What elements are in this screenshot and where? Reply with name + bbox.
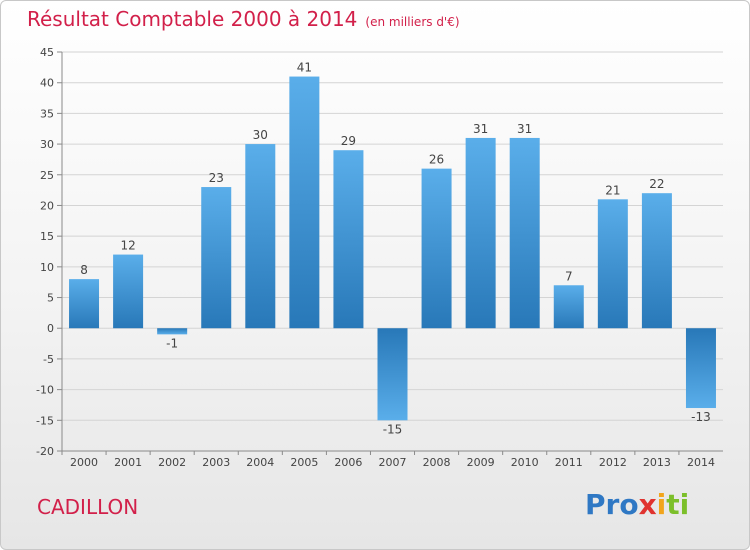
value-label: 26 [429,153,444,167]
value-label: 23 [209,171,224,185]
bar-2009 [465,137,496,329]
value-label: 31 [517,122,532,136]
bar-2002 [157,328,188,335]
x-tick-label: 2003 [202,456,230,469]
y-tick-label: -15 [36,414,54,427]
x-tick-label: 2012 [599,456,627,469]
y-tick-label: 30 [40,138,54,151]
bar-2008 [421,168,452,329]
value-label: -13 [691,410,711,424]
chart-title: Résultat Comptable 2000 à 2014 (en millie… [27,7,460,31]
bar-2013 [641,193,672,329]
x-tick-label: 2010 [511,456,539,469]
value-label: 22 [649,177,664,191]
y-tick-label: -10 [36,384,54,397]
logo-part-1: Pro [585,488,639,521]
logo-part-3: i [656,488,667,521]
x-tick-label: 2014 [687,456,715,469]
commune-name: CADILLON [37,495,139,519]
logo-part-4: ti [666,488,690,521]
bar-2001 [113,254,144,329]
value-label: 12 [120,239,135,253]
bar-2010 [509,137,540,329]
y-tick-label: 0 [47,322,54,335]
value-label: 29 [341,134,356,148]
y-tick-label: 10 [40,261,54,274]
x-tick-label: 2013 [643,456,671,469]
bar-2007 [377,328,408,421]
y-tick-label: 25 [40,169,54,182]
x-axis-ticks: 2000 2001 2002 2003 2004 2005 2006 2007 2008 2009… [61,451,715,469]
value-label: 21 [605,183,620,197]
y-tick-label: 15 [40,230,54,243]
bar-2006 [333,150,364,329]
bar-2000 [69,279,100,329]
y-axis-ticks: 45 40 35 30 25 20 15 10 5 0 -5 -10 -15 -20 [36,46,62,458]
x-tick-label: 2005 [290,456,318,469]
value-label: -1 [166,336,178,350]
x-tick-label: 2011 [555,456,583,469]
value-label: 41 [297,61,312,75]
y-tick-label: 35 [40,107,54,120]
x-tick-label: 2004 [246,456,274,469]
bar-2004 [245,144,276,329]
bar-2014 [685,328,716,409]
value-label: 30 [253,128,268,142]
x-tick-label: 2001 [114,456,142,469]
y-tick-label: -5 [43,353,54,366]
x-tick-label: 2009 [467,456,495,469]
bar-2011 [553,285,584,329]
y-tick-label: -20 [36,445,54,458]
bar-2003 [201,187,232,329]
bars [69,76,716,421]
value-label: 7 [565,269,573,283]
chart-unit: (en milliers d'€) [365,15,460,29]
bar-2012 [597,199,628,329]
x-tick-label: 2002 [158,456,186,469]
proxiti-logo: Proxiti [585,488,689,521]
logo-part-2: x [638,488,657,521]
chart-title-text: Résultat Comptable 2000 à 2014 [27,7,358,31]
y-tick-label: 45 [40,46,54,59]
y-tick-label: 40 [40,77,54,90]
y-tick-label: 20 [40,199,54,212]
value-label: 31 [473,122,488,136]
bar-2005 [289,76,320,329]
y-tick-label: 5 [47,292,54,305]
x-tick-label: 2000 [70,456,98,469]
x-tick-label: 2008 [423,456,451,469]
value-labels: 8 12 -1 23 30 41 29 -15 26 31 31 7 21 22 -13 [80,61,711,437]
x-tick-label: 2006 [334,456,362,469]
x-tick-label: 2007 [379,456,407,469]
axes [61,52,723,452]
value-label: -15 [383,422,403,436]
value-label: 8 [80,263,88,277]
